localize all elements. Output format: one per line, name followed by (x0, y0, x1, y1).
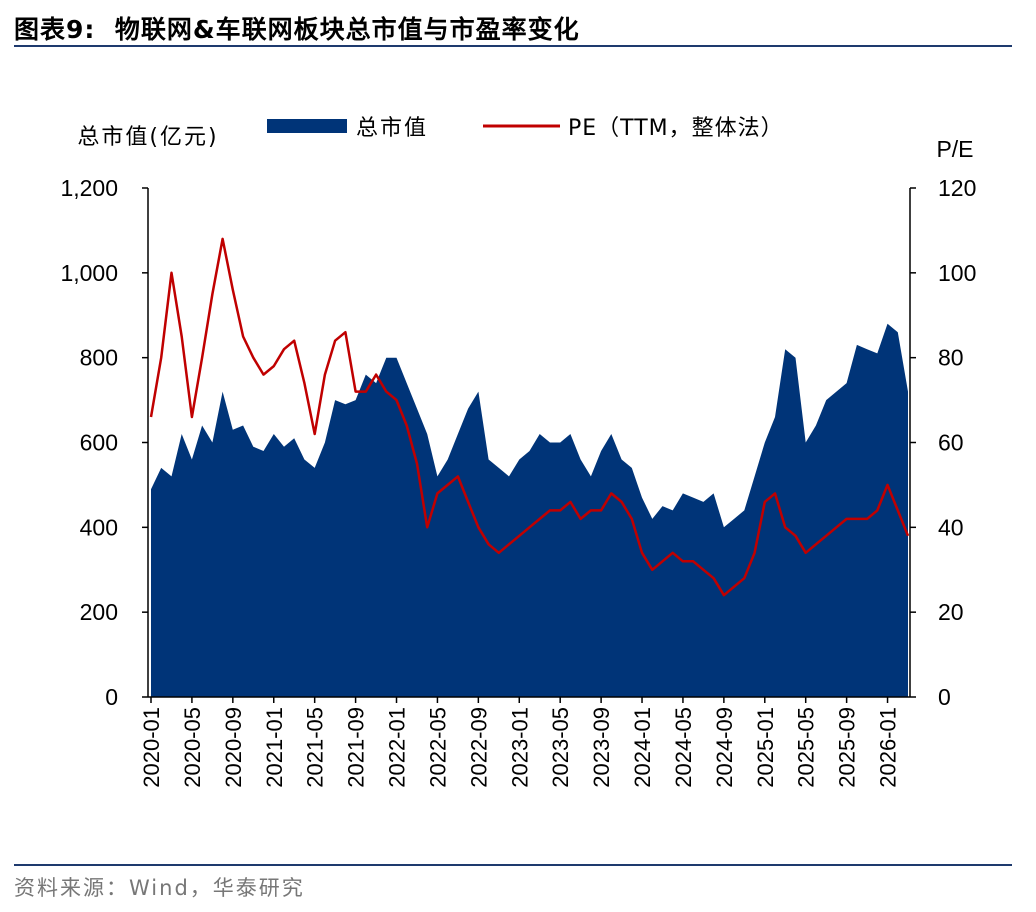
x-tick-label: 2025-05 (794, 707, 819, 788)
left-tick-label: 0 (105, 684, 118, 710)
legend-area-label: 总市值 (356, 116, 428, 141)
left-tick-label: 200 (80, 599, 118, 625)
right-axis-title: P/E (936, 136, 973, 162)
right-tick-label: 80 (938, 345, 964, 371)
x-tick-label: 2026-01 (876, 707, 901, 788)
x-tick-label: 2021-09 (344, 707, 369, 788)
x-tick-label: 2022-05 (425, 707, 450, 788)
x-tick-label: 2022-09 (466, 707, 491, 788)
left-tick-label: 800 (80, 345, 118, 371)
x-tick-label: 2022-01 (385, 707, 410, 788)
x-tick-label: 2025-09 (835, 707, 860, 788)
left-tick-label: 1,000 (60, 260, 118, 286)
x-tick-label: 2023-01 (507, 707, 532, 788)
x-tick-label: 2024-01 (630, 707, 655, 788)
x-tick-label: 2023-05 (548, 707, 573, 788)
title-rule (14, 45, 1012, 47)
x-tick-label: 2024-09 (712, 707, 737, 788)
x-tick-label: 2021-05 (303, 707, 328, 788)
x-tick-label: 2024-05 (671, 707, 696, 788)
right-tick-label: 0 (938, 684, 951, 710)
source-note: 资料来源：Wind，华泰研究 (14, 876, 305, 900)
left-tick-label: 600 (80, 430, 118, 456)
x-tick-label: 2023-09 (589, 707, 614, 788)
left-tick-label: 400 (80, 514, 118, 540)
market-cap-area (151, 323, 908, 697)
legend-area-swatch (267, 119, 347, 133)
legend-line-label: PE（TTM，整体法） (568, 116, 784, 141)
right-tick-label: 20 (938, 599, 964, 625)
footer-rule (14, 864, 1012, 866)
x-tick-label: 2020-09 (221, 707, 246, 788)
right-tick-label: 40 (938, 514, 964, 540)
left-tick-label: 1,200 (60, 175, 118, 201)
figure-label: 图表9: (14, 15, 96, 44)
x-tick-label: 2020-05 (180, 707, 205, 788)
pe-line (149, 237, 910, 597)
x-tick-label: 2025-01 (753, 707, 778, 788)
x-tick-label: 2020-01 (139, 707, 164, 788)
chart-title: 物联网&车联网板块总市值与市盈率变化 (114, 15, 580, 44)
right-tick-label: 120 (938, 175, 976, 201)
right-tick-label: 60 (938, 430, 964, 456)
right-tick-label: 100 (938, 260, 976, 286)
x-tick-label: 2021-01 (262, 707, 287, 788)
left-axis-title: 总市值(亿元) (77, 125, 218, 150)
figure-title: 图表9: 物联网&车联网板块总市值与市盈率变化 (14, 10, 580, 46)
